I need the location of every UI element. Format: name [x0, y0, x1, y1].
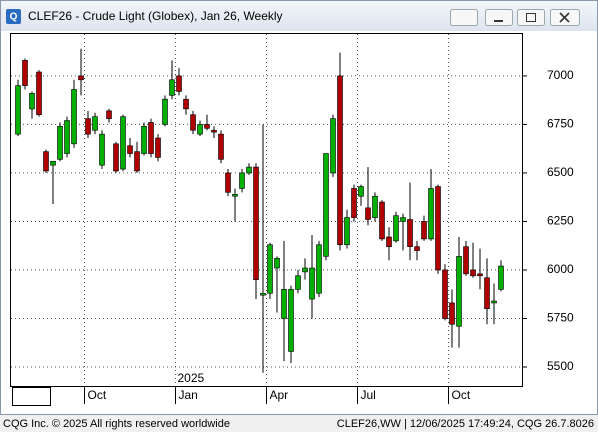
year-label: 2025 [178, 371, 205, 385]
maximize-glyph [526, 13, 536, 22]
candle-body [246, 166, 252, 174]
candle-body [50, 160, 56, 166]
candle-body [162, 98, 168, 125]
candle-body [302, 267, 308, 273]
candle-body [204, 124, 210, 129]
candle-body [400, 217, 406, 222]
candle-body [260, 292, 266, 296]
candle-body [232, 193, 238, 197]
y-tick-label: 6250 [547, 214, 574, 228]
candle-body [386, 236, 392, 247]
link-button[interactable] [450, 9, 478, 26]
candle-body [197, 124, 203, 135]
status-bar [0, 415, 598, 432]
candle-body [155, 137, 161, 158]
candle-body [288, 289, 294, 352]
candle-body [316, 244, 322, 294]
candle-body [190, 114, 196, 131]
candle-body [470, 269, 476, 277]
candle-body [337, 75, 343, 246]
candle-body [134, 151, 140, 172]
y-tick-label: 5750 [547, 311, 574, 325]
candle-body [29, 93, 35, 110]
candle-body [57, 126, 63, 160]
close-glyph [559, 12, 570, 23]
x-tick-label: Oct [452, 388, 471, 402]
app-icon [6, 9, 21, 24]
y-tick-label: 6000 [547, 262, 574, 276]
candle-body [330, 118, 336, 174]
app-icon-glyph: Q [10, 12, 18, 23]
candle-body [281, 289, 287, 319]
candle-body [225, 172, 231, 193]
candle-body [358, 186, 364, 197]
candle-body [141, 126, 147, 154]
candle-body [127, 145, 133, 154]
y-tick-label: 5500 [547, 359, 574, 373]
candle-body [421, 221, 427, 240]
window-title: CLEF26 - Crude Light (Globex), Jan 26, W… [28, 9, 283, 23]
candle-body [407, 219, 413, 247]
candle-body [274, 258, 280, 269]
candle-body [463, 246, 469, 275]
candle-body [239, 172, 245, 189]
candle-body [106, 110, 112, 119]
candle-body [491, 300, 497, 304]
candle-body [442, 269, 448, 319]
candle-body [169, 79, 175, 96]
candle-body [428, 188, 434, 240]
x-tick-label: Jan [179, 388, 198, 402]
candle-body [64, 120, 70, 154]
candle-body [449, 302, 455, 325]
y-tick-label: 6500 [547, 165, 574, 179]
candle-body [456, 256, 462, 327]
candle-body [78, 75, 84, 81]
maximize-button[interactable] [517, 9, 545, 26]
y-tick-label: 7000 [547, 68, 574, 82]
candle-body [484, 277, 490, 310]
candle-body [435, 186, 441, 271]
candle-body [85, 118, 91, 135]
candle-body [414, 246, 420, 251]
candle-body [344, 217, 350, 246]
candle-body [71, 89, 77, 145]
candle-body [498, 265, 504, 290]
candle-body [372, 195, 378, 218]
candle-body [379, 201, 385, 240]
candle-body [211, 129, 217, 133]
x-tick-label: Apr [270, 388, 289, 402]
candle-body [323, 153, 329, 257]
candle-body [36, 71, 42, 116]
candle-body [120, 116, 126, 170]
candle-body [477, 273, 483, 277]
y-tick-label: 6750 [547, 117, 574, 131]
candle-body [365, 207, 371, 220]
candle-body [43, 151, 49, 172]
candle-body [295, 275, 301, 290]
candle-body [267, 244, 273, 294]
candle-body [15, 85, 21, 135]
candle-body [309, 267, 315, 300]
footer-left: CQG Inc. © 2025 All rights reserved worl… [3, 418, 230, 430]
candle-body [176, 75, 182, 92]
candle-body [99, 133, 105, 166]
candle-body [393, 215, 399, 242]
x-tick-label: Oct [88, 388, 107, 402]
candle-body [183, 98, 189, 110]
candle-body [218, 133, 224, 160]
candle-body [148, 122, 154, 154]
candle-body [113, 143, 119, 172]
footer-right: CLEF26,WW | 12/06/2025 17:49:24, CQG 26.… [337, 418, 594, 430]
minimize-button[interactable] [485, 9, 513, 26]
x-tick-label: Jul [361, 388, 376, 402]
candle-body [253, 166, 259, 280]
candle-body [92, 116, 98, 131]
scroll-box[interactable] [12, 387, 51, 406]
candle-body [351, 188, 357, 218]
window-buttons [450, 9, 580, 26]
candle-body [22, 60, 28, 86]
